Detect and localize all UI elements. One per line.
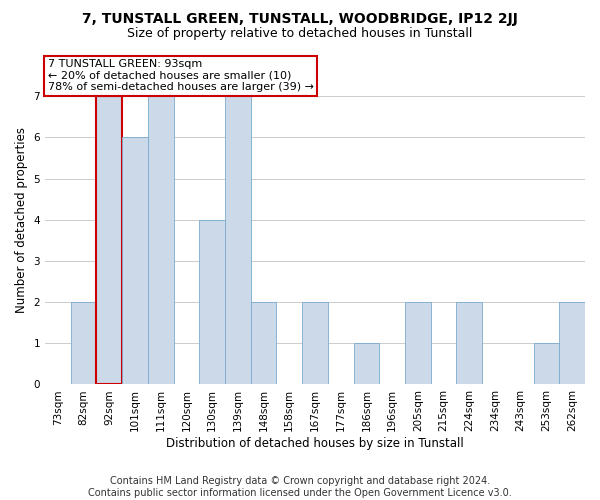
- Bar: [302, 302, 328, 384]
- Bar: [199, 220, 225, 384]
- Bar: [71, 302, 97, 384]
- Bar: [559, 302, 585, 384]
- Bar: [405, 302, 431, 384]
- Bar: [97, 96, 122, 384]
- X-axis label: Distribution of detached houses by size in Tunstall: Distribution of detached houses by size …: [166, 437, 464, 450]
- Text: Contains HM Land Registry data © Crown copyright and database right 2024.
Contai: Contains HM Land Registry data © Crown c…: [88, 476, 512, 498]
- Bar: [353, 344, 379, 384]
- Bar: [122, 138, 148, 384]
- Bar: [225, 96, 251, 384]
- Bar: [457, 302, 482, 384]
- Bar: [533, 344, 559, 384]
- Text: 7, TUNSTALL GREEN, TUNSTALL, WOODBRIDGE, IP12 2JJ: 7, TUNSTALL GREEN, TUNSTALL, WOODBRIDGE,…: [82, 12, 518, 26]
- Y-axis label: Number of detached properties: Number of detached properties: [15, 126, 28, 312]
- Bar: [251, 302, 277, 384]
- Text: Size of property relative to detached houses in Tunstall: Size of property relative to detached ho…: [127, 28, 473, 40]
- Text: 7 TUNSTALL GREEN: 93sqm
← 20% of detached houses are smaller (10)
78% of semi-de: 7 TUNSTALL GREEN: 93sqm ← 20% of detache…: [47, 59, 314, 92]
- Bar: [148, 96, 173, 384]
